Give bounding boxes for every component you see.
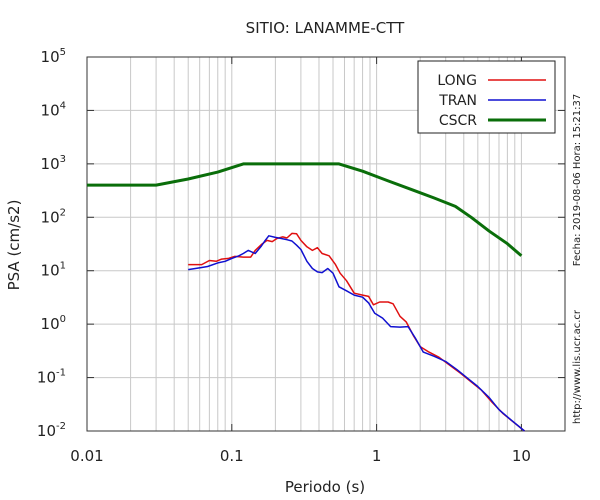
series-tran-line xyxy=(188,235,525,432)
y-tick-label: 105 xyxy=(41,47,66,66)
x-tick-label: 0.1 xyxy=(220,447,244,465)
plot-frame xyxy=(86,56,566,432)
y-tick-label: 10-1 xyxy=(37,368,66,387)
legend: LONG TRAN CSCR xyxy=(417,60,556,134)
series-long-line xyxy=(188,232,525,432)
y-tick-label: 101 xyxy=(41,261,66,280)
x-tick-label: 0.01 xyxy=(70,447,103,465)
legend-label-tran: TRAN xyxy=(438,93,477,109)
y-tick-label: 104 xyxy=(41,100,66,119)
y-tick-label: 103 xyxy=(41,154,66,173)
chart-title: SITIO: LANAMME-CTT xyxy=(246,19,405,37)
y-axis-title: PSA (cm/s2) xyxy=(5,200,23,291)
series-lines xyxy=(87,162,525,432)
y-tick-label: 10-2 xyxy=(37,421,66,440)
series-cscr-line xyxy=(87,162,523,257)
date-time-note: Fecha: 2019-08-06 Hora: 15:21:37 xyxy=(572,94,583,267)
y-tick-label: 102 xyxy=(41,207,66,226)
axis-ticks: 0.01 0.1 1 10 10-2 10-1 100 101 102 103 104 105 xyxy=(37,47,565,465)
x-tick-label: 1 xyxy=(372,447,382,465)
legend-label-long: LONG xyxy=(437,73,477,89)
legend-label-cscr: CSCR xyxy=(439,113,477,129)
source-url-note: http://www.lis.ucr.ac.cr xyxy=(572,309,583,424)
x-axis-title: Periodo (s) xyxy=(285,478,365,496)
y-tick-label: 100 xyxy=(41,314,66,333)
x-tick-label: 10 xyxy=(512,447,531,465)
